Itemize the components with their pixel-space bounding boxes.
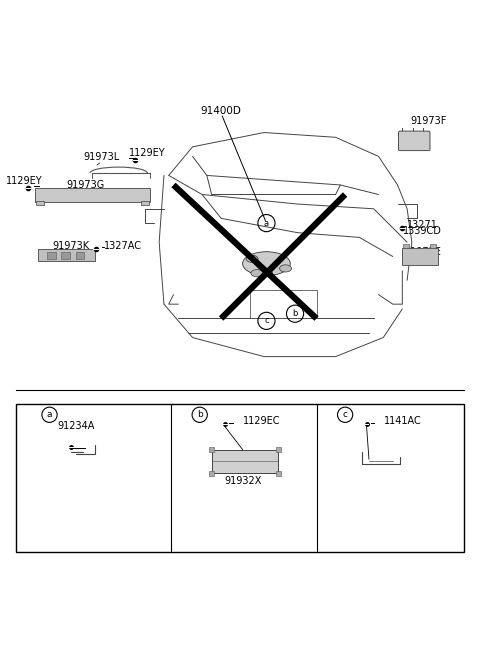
Bar — [212, 449, 278, 474]
Bar — [37, 249, 95, 261]
Text: 91932X: 91932X — [224, 476, 261, 485]
Text: 13271: 13271 — [407, 220, 438, 230]
Bar — [35, 188, 150, 201]
Bar — [209, 447, 215, 453]
Ellipse shape — [242, 252, 290, 276]
Bar — [76, 252, 84, 259]
Text: 1339CD: 1339CD — [403, 226, 442, 236]
Ellipse shape — [246, 255, 258, 262]
Ellipse shape — [261, 270, 273, 277]
Text: 91973G: 91973G — [66, 180, 105, 190]
FancyBboxPatch shape — [398, 131, 430, 151]
Text: c: c — [343, 410, 348, 419]
Text: 91234A: 91234A — [57, 420, 95, 431]
Text: 1327AC: 1327AC — [105, 241, 143, 251]
Text: a: a — [264, 218, 269, 228]
Bar — [141, 201, 149, 205]
Text: c: c — [264, 316, 269, 325]
Bar — [276, 447, 281, 453]
Text: 91973L: 91973L — [84, 152, 120, 162]
Ellipse shape — [279, 265, 291, 272]
Bar — [403, 243, 409, 249]
Bar — [209, 470, 215, 476]
Text: 91973K: 91973K — [52, 241, 90, 251]
Text: 1129EY: 1129EY — [129, 148, 166, 157]
Bar — [61, 252, 70, 259]
Text: 1129EC: 1129EC — [243, 416, 280, 426]
Bar — [402, 249, 438, 265]
Bar — [36, 201, 44, 205]
Ellipse shape — [251, 270, 263, 277]
Text: 1141AC: 1141AC — [384, 416, 421, 426]
Bar — [431, 243, 436, 249]
Text: 1129EY: 1129EY — [6, 176, 43, 186]
Text: a: a — [47, 410, 52, 419]
Text: b: b — [197, 410, 203, 419]
Text: b: b — [292, 309, 298, 318]
Bar — [276, 470, 281, 476]
Bar — [16, 404, 464, 552]
Text: 91400D: 91400D — [201, 106, 241, 116]
Bar — [47, 252, 56, 259]
Bar — [250, 290, 316, 318]
Text: 91973F: 91973F — [410, 115, 447, 125]
Text: 91973E: 91973E — [404, 247, 441, 256]
